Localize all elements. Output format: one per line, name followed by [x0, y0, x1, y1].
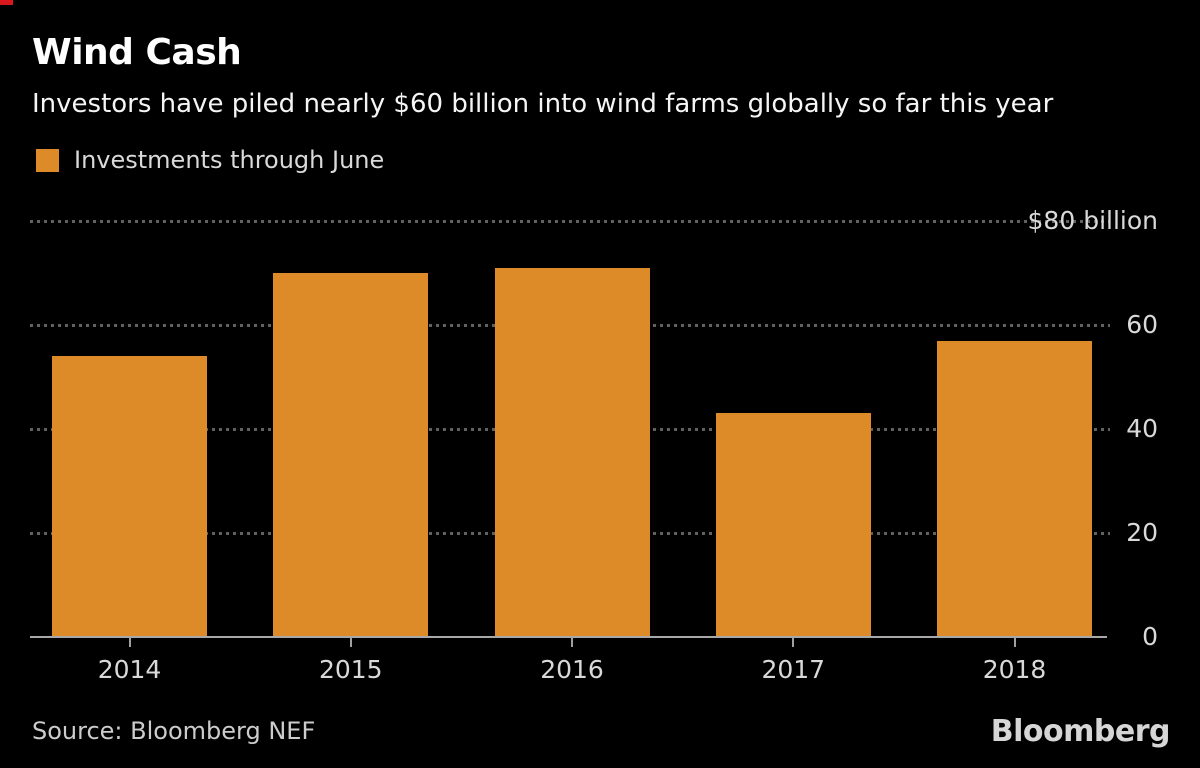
bloomberg-logo: Bloomberg	[990, 714, 1171, 749]
legend: Investments through June	[36, 146, 385, 174]
y-axis-label-0: 0	[1142, 622, 1158, 651]
x-axis-label-2014: 2014	[97, 655, 162, 684]
x-tick-2014	[128, 637, 131, 647]
legend-label: Investments through June	[74, 146, 385, 174]
x-axis-label-2015: 2015	[318, 655, 383, 684]
bar-2018	[937, 340, 1092, 637]
x-tick-2015	[349, 637, 352, 647]
legend-swatch-icon	[36, 148, 59, 172]
x-tick-2016	[571, 637, 573, 647]
y-axis-label-80: $80 billion	[1027, 206, 1158, 235]
bar-2014	[52, 356, 207, 637]
bar-2017	[715, 413, 871, 637]
bar-2015	[273, 273, 429, 637]
chart-subtitle: Investors have piled nearly $60 billion …	[32, 89, 1054, 119]
x-axis-label-2018: 2018	[982, 655, 1047, 684]
x-tick-2018	[1013, 637, 1016, 647]
x-axis-label-2017: 2017	[761, 655, 826, 684]
source-attribution: Source: Bloomberg NEF	[32, 717, 316, 745]
red-accent-mark	[0, 0, 13, 5]
bar-2016	[494, 267, 650, 637]
x-axis-label-2016: 2016	[540, 655, 604, 684]
x-axis-line	[30, 636, 1107, 638]
y-axis-label-60: 60	[1126, 310, 1158, 339]
y-axis-label-20: 20	[1126, 518, 1158, 547]
gridline-80	[30, 220, 1110, 223]
x-tick-2017	[792, 637, 795, 647]
y-axis-label-40: 40	[1126, 414, 1158, 443]
chart-title: Wind Cash	[32, 32, 242, 73]
